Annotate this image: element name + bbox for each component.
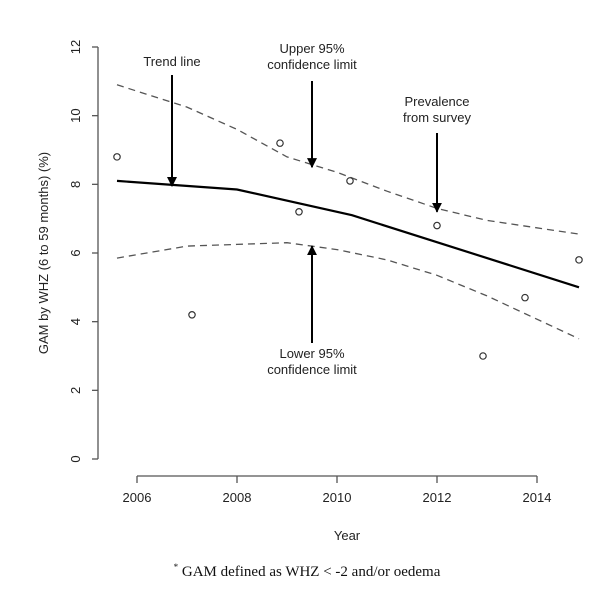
y-tick-label: 6 <box>68 249 83 256</box>
data-point <box>188 310 196 319</box>
y-tick-label: 0 <box>68 455 83 462</box>
annotation-label-line: Prevalence <box>404 94 469 109</box>
lower-95-confidence-limit-line <box>116 242 580 340</box>
x-axis-title: Year <box>334 528 361 543</box>
data-point <box>346 177 354 185</box>
y-tick-label: 12 <box>68 40 83 54</box>
annotation-label-line: from survey <box>403 110 471 125</box>
footnote-text: GAM defined as WHZ < -2 and/or oedema <box>181 564 441 580</box>
annotation: Prevalence from survey <box>403 94 471 213</box>
x-axis: 2006 2008 2010 2012 2014 <box>123 475 552 505</box>
data-point <box>113 153 121 161</box>
data-point <box>479 352 487 360</box>
footnote: * GAM defined as WHZ < -2 and/or oedema <box>0 562 614 581</box>
data-point <box>433 221 441 230</box>
annotation-label: Upper 95% confidence limit <box>267 41 357 72</box>
annotation-label: Lower 95% confidence limit <box>267 346 357 377</box>
annotation-label-line: Upper 95% <box>279 41 344 56</box>
series-group <box>113 84 583 360</box>
x-tick-label: 2006 <box>123 490 152 505</box>
data-point <box>276 139 284 147</box>
data-point <box>295 208 303 216</box>
annotation: Lower 95% confidence limit <box>267 245 357 377</box>
annotation-label-line: Lower 95% <box>279 346 344 361</box>
trend-line-line <box>116 179 580 289</box>
x-tick-label: 2010 <box>323 490 352 505</box>
data-point <box>575 256 583 264</box>
y-tick-label: 8 <box>68 181 83 188</box>
annotation-label: Trend line <box>143 54 200 69</box>
annotation-label-line: confidence limit <box>267 57 357 72</box>
annotation-label-line: Trend line <box>143 54 200 69</box>
footnote-marker: * <box>173 562 179 572</box>
y-axis: 0 2 4 6 8 10 12 <box>68 40 99 463</box>
y-tick-label: 4 <box>68 318 83 325</box>
y-tick-label: 2 <box>68 387 83 394</box>
annotation: Upper 95% confidence limit <box>267 41 357 169</box>
y-axis-title: GAM by WHZ (6 to 59 months) (%) <box>36 152 51 354</box>
annotation: Trend line <box>143 54 201 188</box>
annotation-label-line: confidence limit <box>267 362 357 377</box>
y-tick-label: 10 <box>68 108 83 122</box>
x-tick-label: 2008 <box>223 490 252 505</box>
annotation-label: Prevalence from survey <box>403 94 471 125</box>
upper-95-confidence-limit-line <box>116 84 580 235</box>
data-point <box>521 293 529 302</box>
x-tick-label: 2014 <box>523 490 552 505</box>
x-tick-label: 2012 <box>423 490 452 505</box>
